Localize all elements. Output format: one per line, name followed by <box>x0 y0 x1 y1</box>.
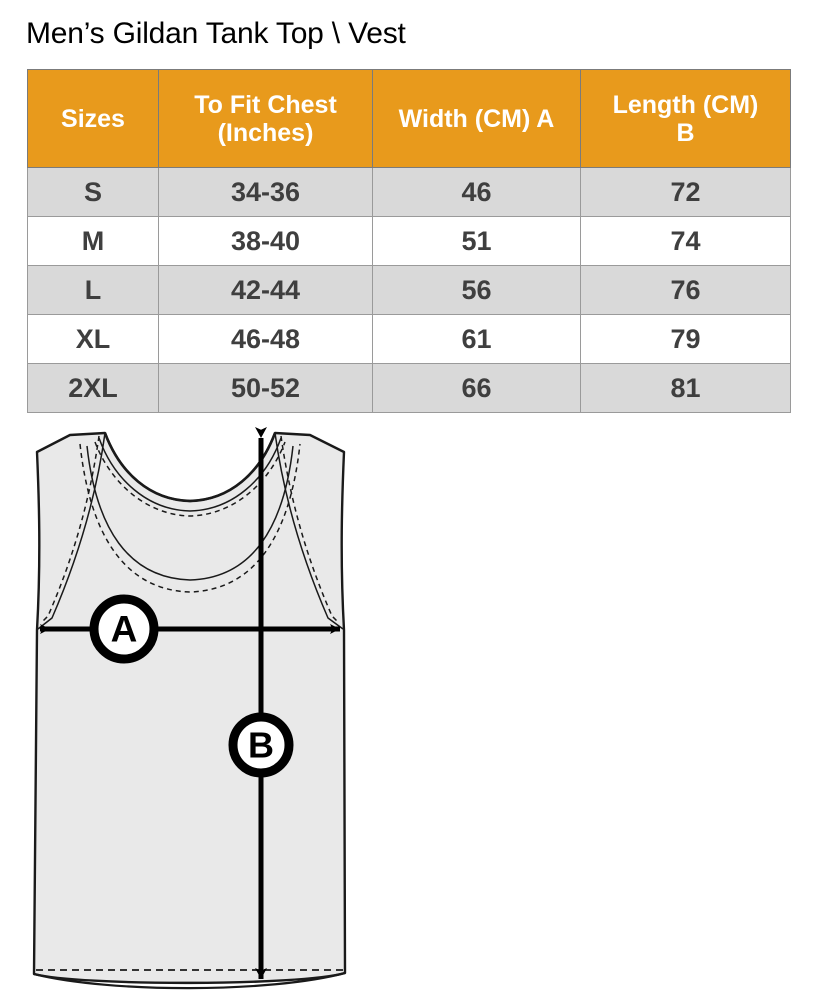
column-header-chest-line2: (Inches) <box>217 118 314 147</box>
cell-width: 56 <box>372 265 581 315</box>
cell-size: S <box>27 167 159 217</box>
column-header-sizes-line1: Sizes <box>61 104 125 133</box>
column-header-length-line1: Length (CM) <box>612 90 759 119</box>
front-neckline-stitch <box>79 443 301 593</box>
column-header-length: Length (CM) B <box>580 69 791 168</box>
measurement-arrow-b: B <box>228 427 294 979</box>
neck-binding-stitch <box>94 441 286 517</box>
column-header-sizes: Sizes <box>27 69 159 168</box>
cell-length: 72 <box>580 167 791 217</box>
garment-diagram: A B <box>0 418 818 1007</box>
measurement-arrow-a: A <box>40 594 340 664</box>
marker-b-label: B <box>248 725 274 766</box>
cell-length: 74 <box>580 216 791 266</box>
marker-a-label: A <box>111 609 138 650</box>
cell-length: 79 <box>580 314 791 364</box>
cell-chest: 46-48 <box>158 314 373 364</box>
cell-width: 46 <box>372 167 581 217</box>
table-row: L 42-44 56 76 <box>27 265 791 315</box>
hem-edge <box>33 971 346 990</box>
table-row: 2XL 50-52 66 81 <box>27 363 791 413</box>
cell-width: 61 <box>372 314 581 364</box>
column-header-chest-line1: To Fit Chest <box>194 90 337 119</box>
marker-a-circle <box>89 594 159 664</box>
table-row: S 34-36 46 72 <box>27 167 791 217</box>
column-header-width-line1: Width (CM) A <box>398 104 555 133</box>
column-header-width: Width (CM) A <box>372 69 581 168</box>
right-strap-stitch <box>280 435 340 624</box>
marker-b-circle <box>228 712 294 778</box>
cell-width: 51 <box>372 216 581 266</box>
cell-chest: 38-40 <box>158 216 373 266</box>
left-strap-seam <box>37 432 106 630</box>
size-chart-table-container: Sizes To Fit Chest (Inches) Width (CM) A… <box>27 69 791 413</box>
cell-size: XL <box>27 314 159 364</box>
tank-top-illustration <box>32 431 347 990</box>
cell-chest: 50-52 <box>158 363 373 413</box>
column-header-chest: To Fit Chest (Inches) <box>158 69 373 168</box>
left-strap-stitch <box>40 435 100 624</box>
page-title: Men’s Gildan Tank Top \ Vest <box>26 17 406 50</box>
table-header-row: Sizes To Fit Chest (Inches) Width (CM) A… <box>27 69 791 168</box>
table-row: M 38-40 51 74 <box>27 216 791 266</box>
size-chart-table: Sizes To Fit Chest (Inches) Width (CM) A… <box>27 69 791 413</box>
cell-length: 81 <box>580 363 791 413</box>
table-row: XL 46-48 61 79 <box>27 314 791 364</box>
right-strap-seam <box>274 432 344 630</box>
cell-size: 2XL <box>27 363 159 413</box>
cell-chest: 42-44 <box>158 265 373 315</box>
front-neckline <box>86 445 294 581</box>
cell-size: M <box>27 216 159 266</box>
cell-size: L <box>27 265 159 315</box>
column-header-length-line2: B <box>676 118 695 147</box>
cell-width: 66 <box>372 363 581 413</box>
cell-length: 76 <box>580 265 791 315</box>
cell-chest: 34-36 <box>158 167 373 217</box>
